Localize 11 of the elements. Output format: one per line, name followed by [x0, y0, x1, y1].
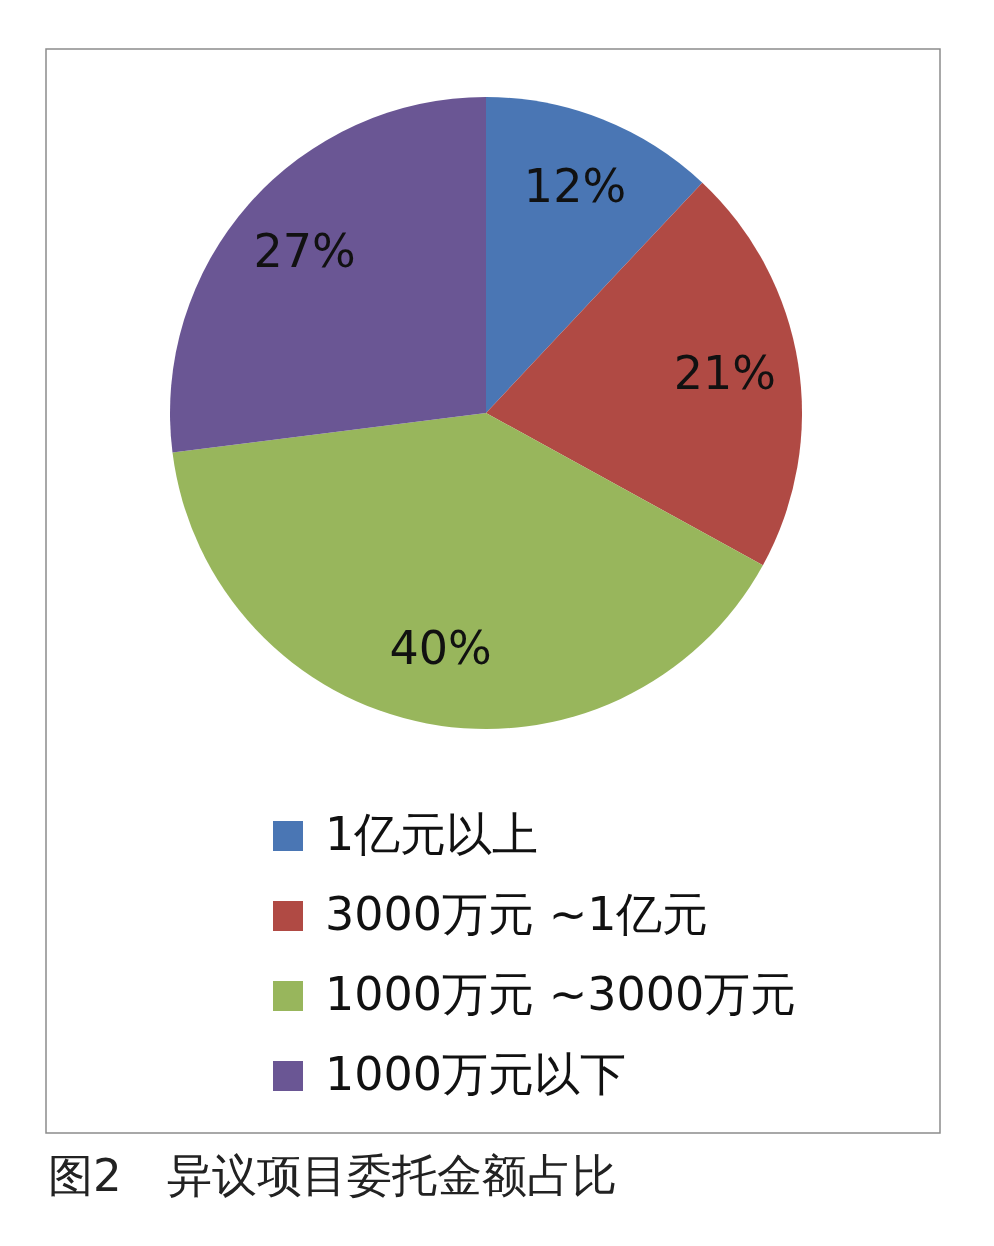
legend-label: 1000万元以下 — [325, 1047, 627, 1101]
data-label: 40% — [389, 621, 492, 676]
data-label: 27% — [253, 224, 356, 279]
legend-label: 1亿元以上 — [325, 807, 539, 861]
data-label: 12% — [523, 159, 627, 214]
legend-label: 1000万元 ~3000万元 — [325, 967, 797, 1021]
pie-slice — [172, 413, 763, 729]
pie-slice — [170, 97, 486, 453]
legend-label: 3000万元 ~1亿元 — [325, 887, 709, 941]
data-label: 21% — [673, 346, 776, 401]
text: 图2 异议项目委托金额占比 — [48, 1149, 617, 1202]
